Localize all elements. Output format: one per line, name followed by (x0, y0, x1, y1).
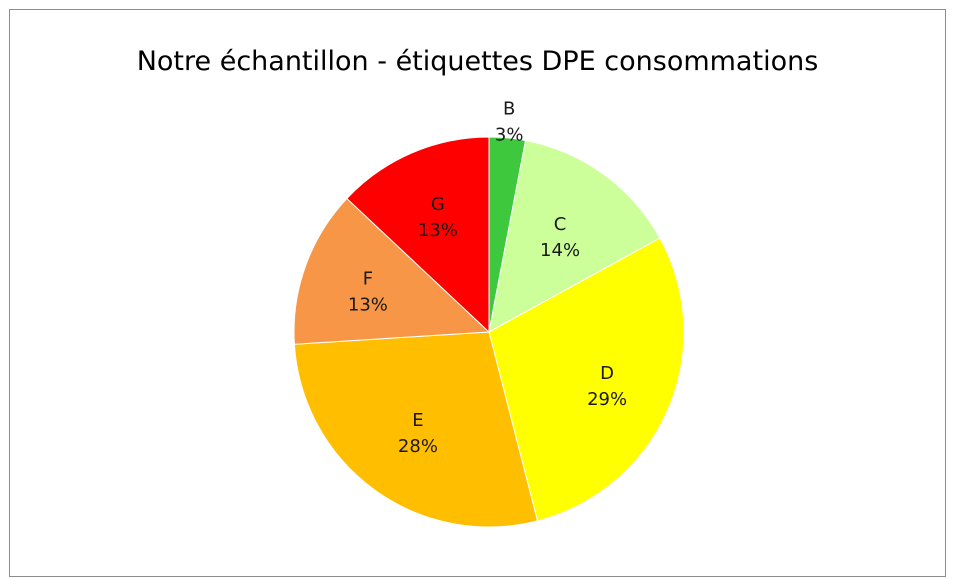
slice-percent-label: 13% (348, 294, 388, 315)
pie-slice-d (488, 237, 685, 522)
slice-percent-label: 14% (540, 240, 580, 261)
pie-labels: B 3% C 14% D 29% E 28% F 13% G 13% (348, 98, 627, 456)
slice-category-label: F (363, 268, 373, 289)
pie-slice-e (293, 331, 539, 528)
slice-category-label: D (600, 363, 614, 384)
pie-slice-f (293, 197, 491, 345)
slice-category-label: G (431, 194, 445, 215)
pie-slices (293, 136, 685, 528)
slice-percent-label: 13% (418, 220, 458, 241)
slice-category-label: C (554, 214, 567, 235)
slice-category-label: E (412, 410, 423, 431)
pie-slice-g (346, 136, 490, 334)
slice-percent-label: 3% (495, 124, 524, 145)
slice-category-label: B (503, 98, 515, 119)
chart-title: Notre échantillon - étiquettes DPE conso… (136, 46, 819, 77)
slice-percent-label: 28% (398, 436, 438, 457)
slice-percent-label: 29% (587, 389, 627, 410)
pie-slice-c (488, 139, 661, 333)
